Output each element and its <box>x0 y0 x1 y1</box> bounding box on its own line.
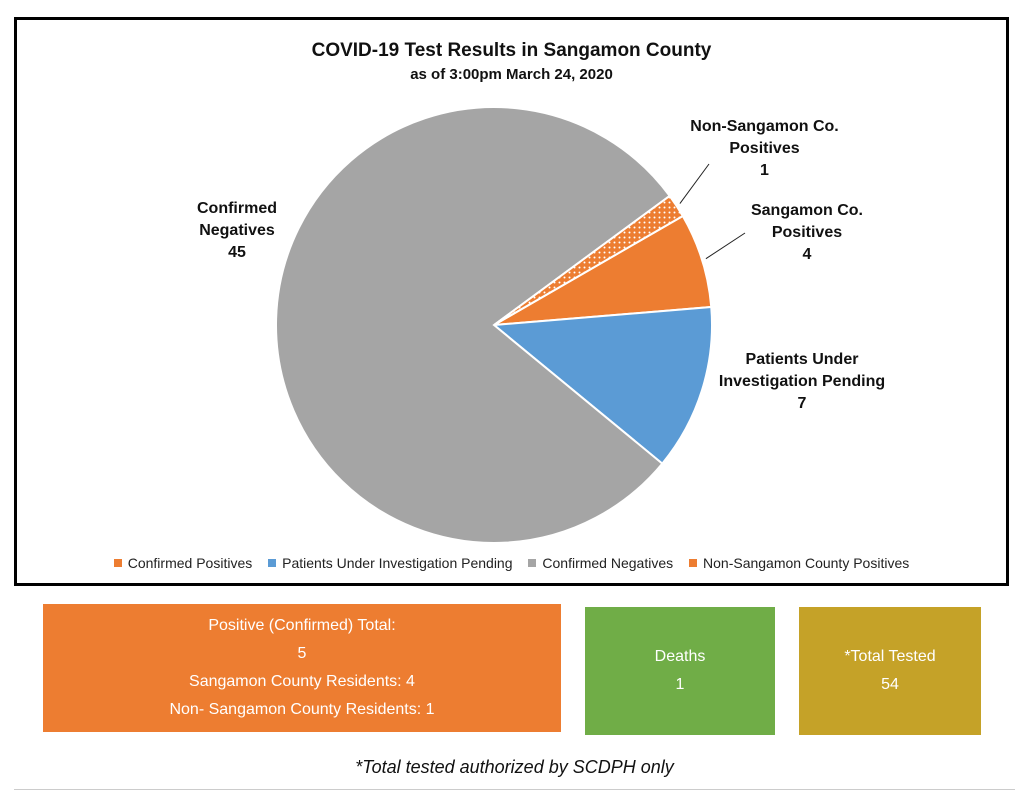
pie-slice-non-sangamon-county-positives <box>493 194 685 326</box>
slice-label-pui-pending: Patients Under Investigation Pending 7 <box>718 351 886 412</box>
slice-label-sangamon-positives: Sangamon Co. Positives 4 <box>750 202 863 263</box>
leader-line-non-sangamon-positives <box>679 163 710 204</box>
legend-item: Non-Sangamon County Positives <box>689 555 909 571</box>
positive-total-box: Positive (Confirmed) Total: 5 Sangamon C… <box>43 604 561 732</box>
legend-swatch <box>113 559 122 568</box>
chart-title: COVID-19 Test Results in Sangamon County <box>311 40 712 61</box>
legend-item: Patients Under Investigation Pending <box>268 555 513 571</box>
legend-item: Confirmed Negatives <box>528 555 673 571</box>
chart-legend: Confirmed Positives Patients Under Inves… <box>17 555 1006 571</box>
total-tested-value: 54 <box>881 676 899 693</box>
footnote: *Total tested authorized by SCDPH only <box>355 757 674 777</box>
chart-subtitle: as of 3:00pm March 24, 2020 <box>410 66 613 83</box>
slice-label-confirmed-negatives: Confirmed Negatives 45 <box>197 200 277 261</box>
positive-residents: Sangamon County Residents: 4 <box>189 673 415 690</box>
total-tested-box: *Total Tested 54 <box>799 607 981 735</box>
legend-swatch <box>528 559 537 568</box>
legend-item: Confirmed Positives <box>113 555 252 571</box>
slice-label-non-sangamon-positives: Non-Sangamon Co. Positives 1 <box>690 118 839 179</box>
legend-swatch <box>689 559 698 568</box>
positive-heading: Positive (Confirmed) Total: <box>208 617 396 634</box>
deaths-value: 1 <box>675 676 685 693</box>
deaths-label: Deaths <box>654 648 706 665</box>
chart-frame: COVID-19 Test Results in Sangamon County… <box>14 17 1009 586</box>
divider <box>14 789 1015 790</box>
pie-chart <box>275 106 746 544</box>
positive-total-value: 5 <box>297 645 307 662</box>
pie-slice-confirmed-negatives <box>275 106 672 544</box>
deaths-box: Deaths 1 <box>585 607 775 735</box>
leader-line-sangamon-positives <box>705 232 746 260</box>
total-tested-label: *Total Tested <box>844 648 936 665</box>
positive-non-residents: Non- Sangamon County Residents: 1 <box>169 701 435 718</box>
legend-swatch <box>268 559 277 568</box>
pie-slice-patients-under-investigation-pending <box>491 305 713 465</box>
